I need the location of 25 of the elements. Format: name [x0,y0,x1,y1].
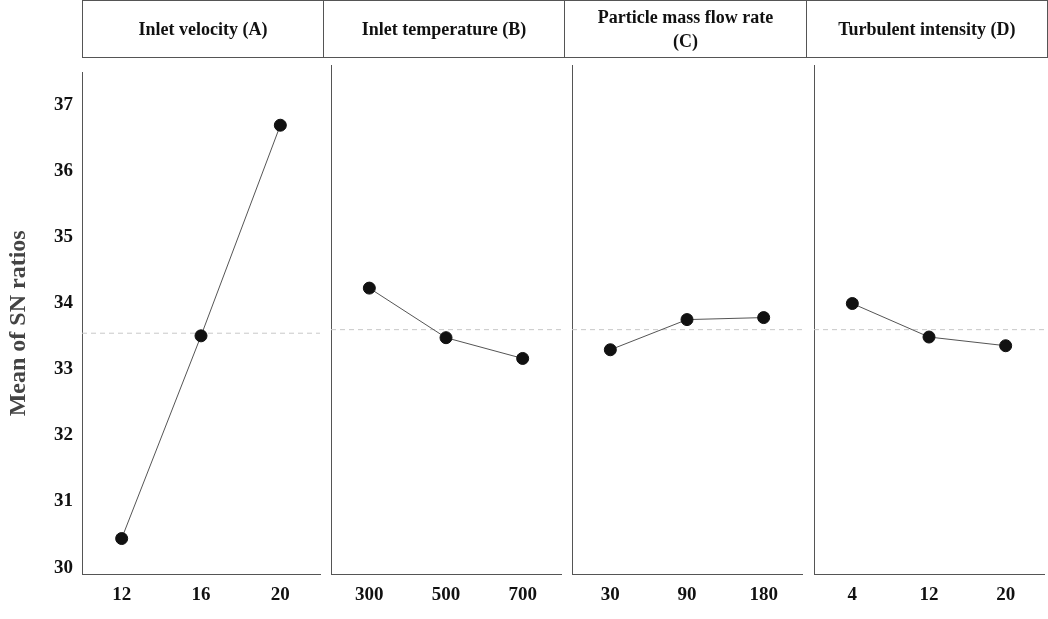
chart-title: Particle mass flow rate (C) [565,0,807,58]
y-tick-label: 36 [54,159,73,181]
x-tick-label: 12 [919,582,939,604]
y-tick-label: 35 [54,225,73,247]
chart-title: Inlet temperature (B) [323,0,566,58]
x-tick-label: 20 [995,582,1015,604]
y-tick-label: 31 [54,489,73,511]
y-tick-label: 33 [54,357,73,379]
y-axis-title: Mean of SN ratios [3,230,30,417]
x-tick-label: 300 [354,582,384,604]
x-tick-label: 500 [431,582,461,604]
x-tick-label: 180 [749,582,779,604]
chart-title: Inlet velocity (A) [82,0,324,58]
y-tick-label: 32 [54,423,73,445]
x-tick-label: 16 [191,582,211,604]
x-tick-label: 90 [677,582,697,604]
x-tick-label: 20 [270,582,290,604]
x-tick-label: 12 [112,582,132,604]
x-tick-label: 4 [847,582,858,604]
chart-title: Turbulent intensity (D) [806,0,1048,58]
x-tick-label: 30 [601,582,621,604]
y-tick-label: 37 [54,93,74,115]
y-tick-label: 30 [54,555,73,577]
y-tick-label: 34 [54,291,74,313]
x-tick-label: 700 [508,582,537,604]
